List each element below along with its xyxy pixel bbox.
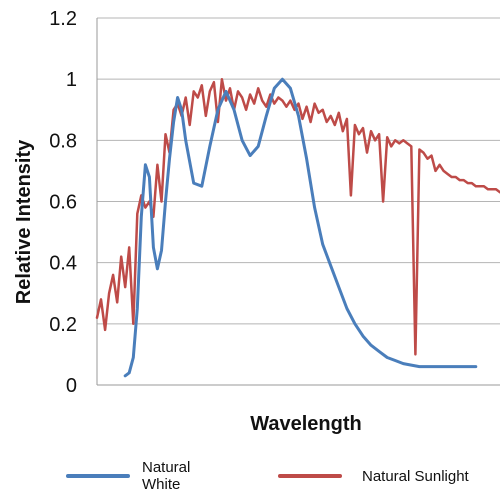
- series-line-natural-white: [123, 77, 478, 378]
- series-line-natural-sunlight: [95, 77, 500, 356]
- y-tick-label: 0.4: [49, 253, 77, 275]
- y-tick-label: 0.6: [49, 192, 77, 214]
- legend: Natural White Natural Sunlight: [66, 459, 470, 493]
- y-tick-labels: 0 0.2 0.4 0.6 0.8 1 1.2: [49, 8, 77, 397]
- gridlines: [96, 17, 500, 386]
- y-tick-label: 0.2: [49, 314, 77, 336]
- y-tick-label: 1.2: [49, 8, 77, 30]
- y-axis-title: Relative Intensity: [13, 139, 35, 304]
- x-axis-title: Wavelength: [250, 413, 362, 435]
- legend-label-natural-sunlight: Natural Sunlight: [362, 468, 470, 485]
- legend-label-natural-white: Natural White: [142, 459, 195, 493]
- y-tick-label: 1: [66, 69, 77, 91]
- series-lines: [95, 77, 500, 378]
- y-tick-label: 0: [66, 375, 77, 397]
- y-tick-label: 0.8: [49, 130, 77, 152]
